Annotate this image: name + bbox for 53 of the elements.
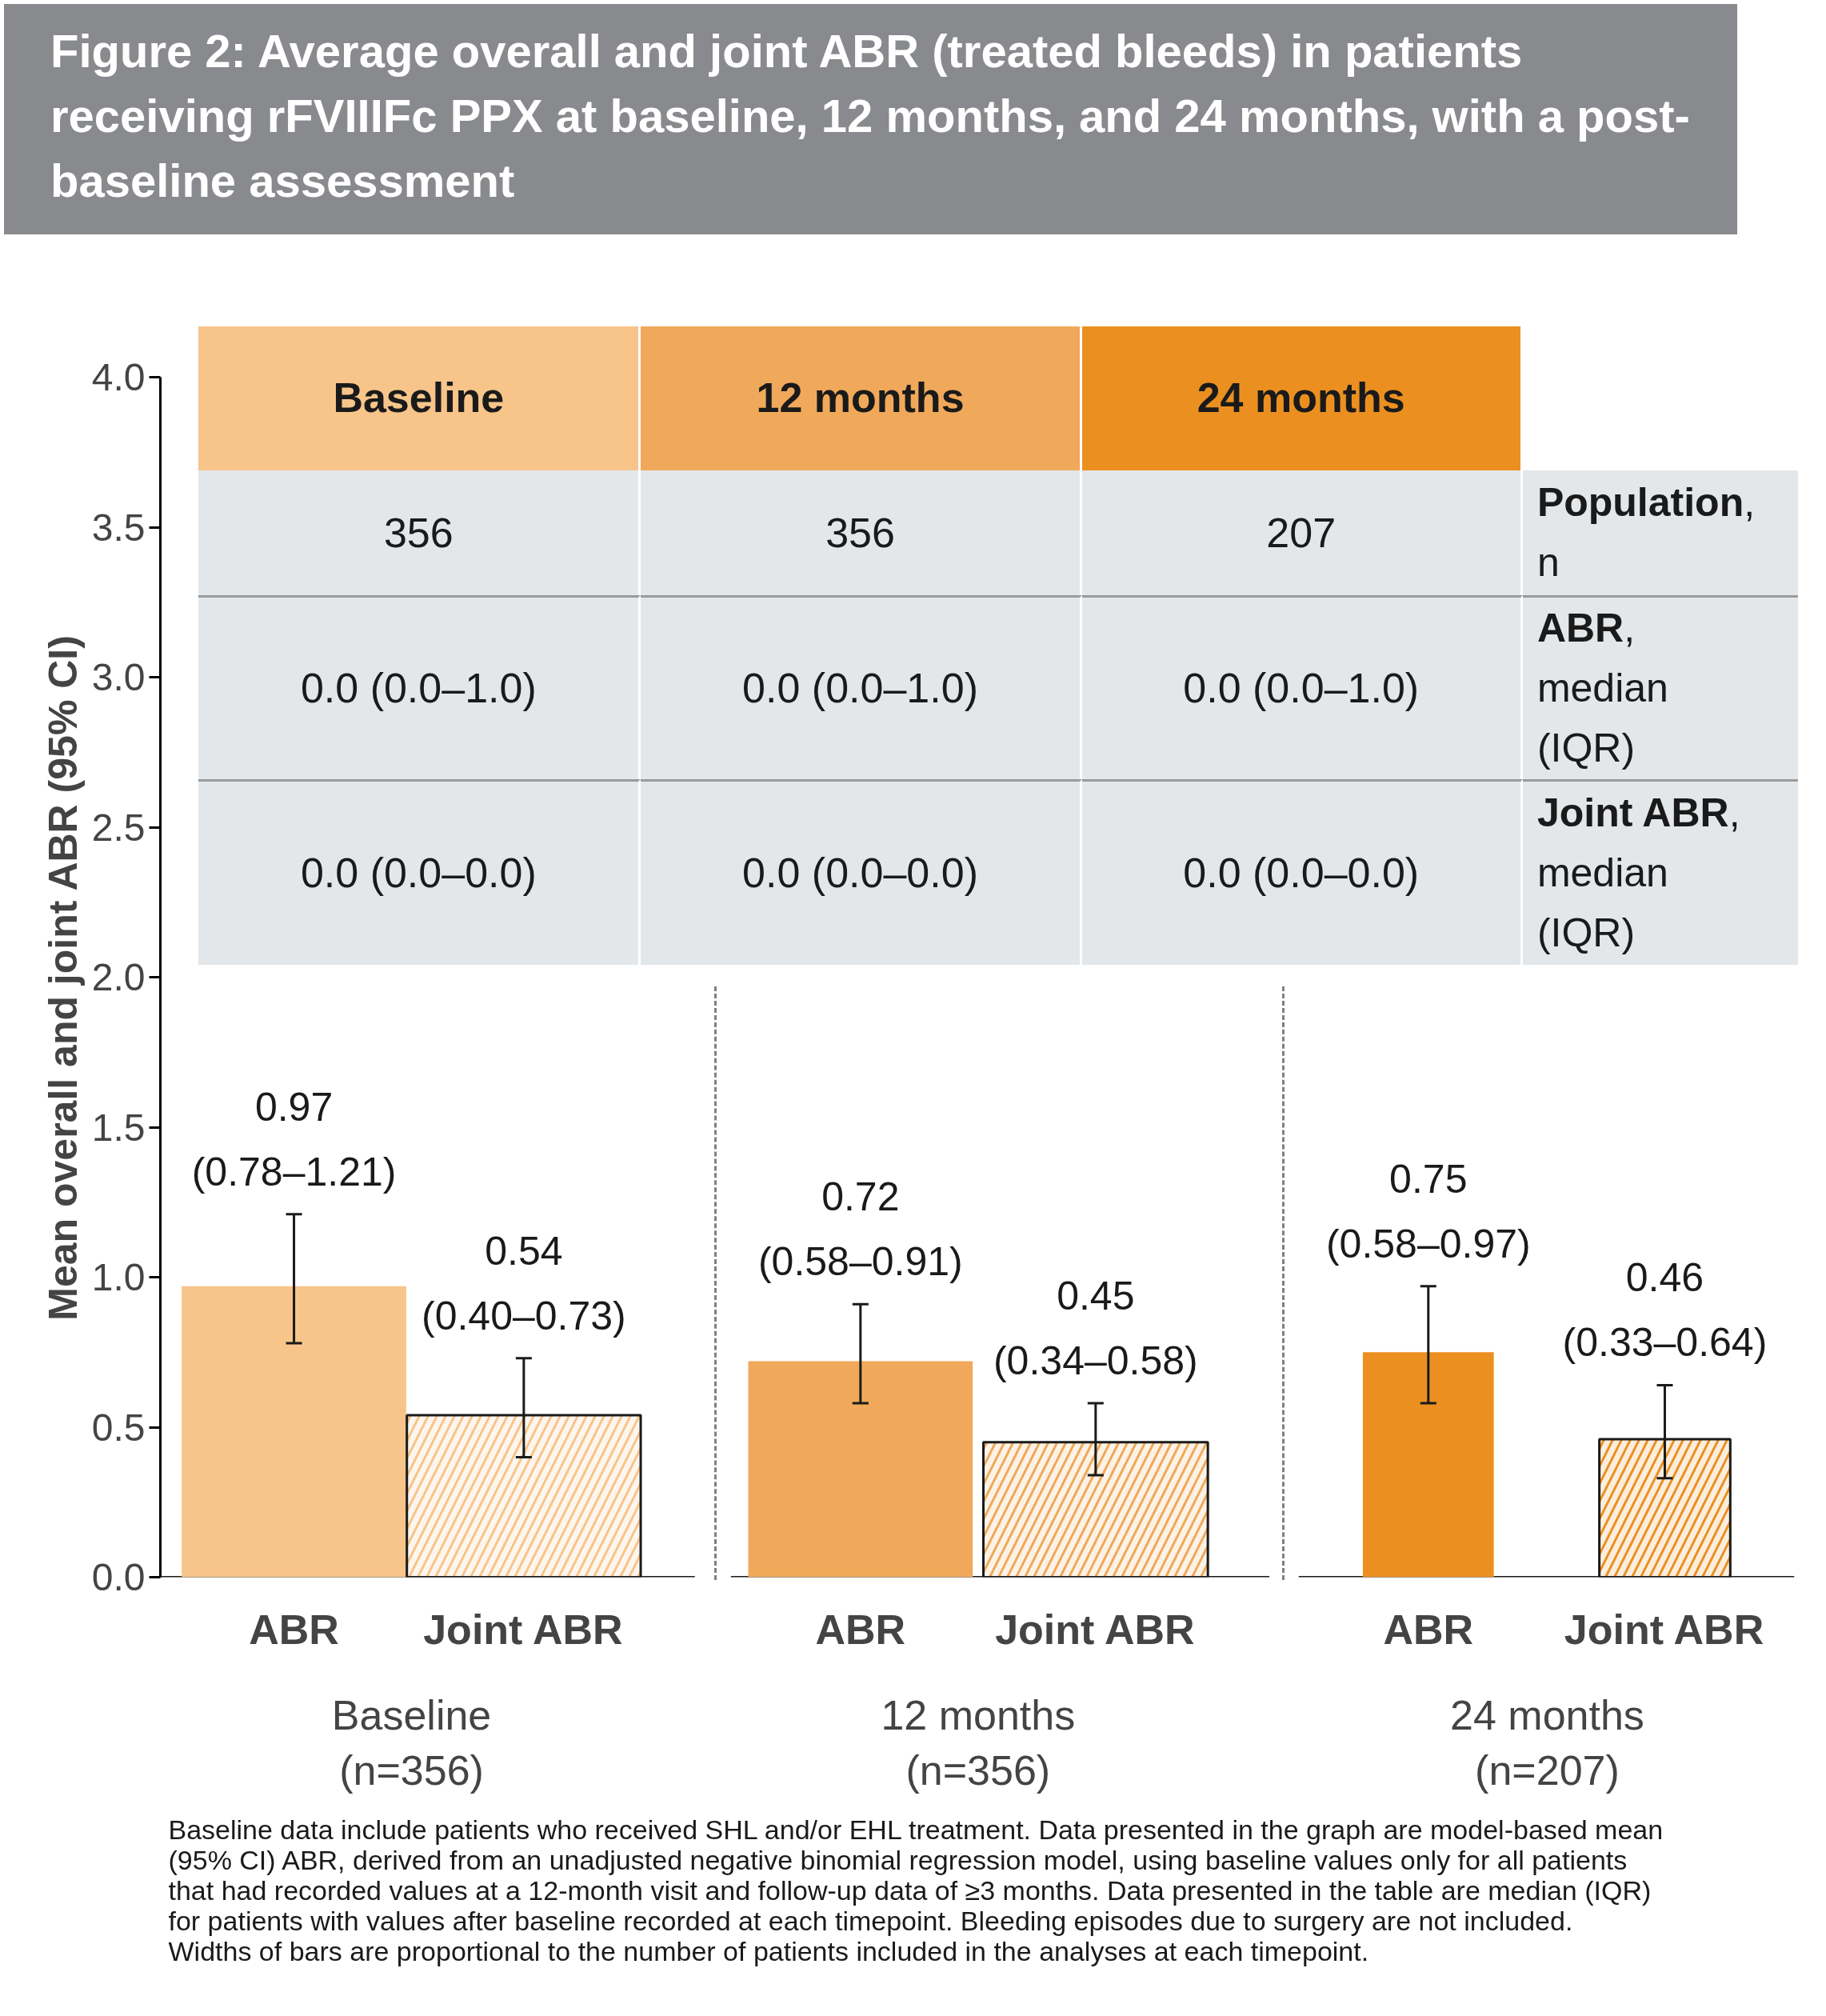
y-tick-label: 2.0 (91, 956, 146, 998)
table-cell: Population, n (1522, 470, 1798, 595)
annotation: 356 (825, 508, 895, 558)
x-tick-label: Joint ABR (423, 1606, 623, 1653)
table-cell: 207 (1081, 470, 1523, 595)
annotation: ABR, median (IQR) (1536, 604, 1668, 772)
text: 24 months (n=207) (1450, 1691, 1644, 1794)
data-label: 0.75 (0.58–0.97) (1325, 1156, 1531, 1266)
y-tick-label: 4.0 (91, 356, 146, 398)
table-cell: 356 (641, 470, 1082, 595)
y-tick-label: 0.0 (91, 1556, 146, 1598)
y-tick-label: 1.5 (91, 1106, 146, 1149)
text: Baseline (n=356) (331, 1691, 492, 1794)
data-label: 0.46 (0.33–0.64) (1562, 1255, 1768, 1366)
text: Baseline data include patients who received SHL and/or EHL treatment. Data presented in the graph are model-based mean (95% CI) ABR, derived from an unadjusted negative binomial regression model, using baseline values only for all patients that had recorded values at a 12-month visit and follow-up data of ≥3 months. Data presented in the table are median (IQR) for patients with values after baseline recorded at each timepoint. Bleeding episodes due to surgery are not included. Widths of bars are proportional to the number of patients included in the analyses at each timepoint. (168, 1814, 1664, 1966)
y-tick-label: 2.5 (91, 806, 146, 849)
y-axis-title: Mean overall and joint ABR (95% CI) (40, 635, 86, 1321)
annotation: 0.0 (0.0–0.0) (742, 849, 978, 898)
y-tick-label: 3.0 (91, 656, 146, 698)
y-tick-label: 3.5 (91, 506, 146, 549)
annotation: 0.0 (0.0–1.0) (1183, 664, 1420, 714)
table-cell: 0.0 (0.0–1.0) (641, 594, 1082, 779)
annotation: 12 months (756, 374, 965, 423)
table-cell: 0.0 (0.0–0.0) (1081, 778, 1523, 966)
y-tick-label: 0.5 (91, 1406, 146, 1449)
annotation: 207 (1266, 508, 1337, 558)
data-label: 0.54 (0.40–0.73) (422, 1228, 626, 1338)
x-tick-label: ABR (249, 1606, 339, 1653)
table-cell: 0.0 (0.0–1.0) (198, 594, 641, 779)
data-label: 0.45 (0.34–0.58) (993, 1273, 1198, 1383)
x-tick-label: Joint ABR (1564, 1606, 1764, 1653)
table-cell: 0.0 (0.0–0.0) (641, 778, 1082, 966)
chart-title: Figure 2: Average overall and joint ABR (treated bleeds) in patients receiving rFVIIIFc PPX at baseline, 12 months, and 24 months, with a post-baseline assessment (4, 4, 1737, 234)
data-label: 0.97 (0.78–1.21) (191, 1084, 397, 1194)
annotation: 0.0 (0.0–1.0) (742, 664, 978, 714)
annotation: 0.0 (0.0–1.0) (300, 664, 537, 714)
annotation: Baseline (333, 374, 505, 423)
table-cell: 0.0 (0.0–0.0) (198, 778, 641, 966)
x-tick-label: ABR (1383, 1606, 1474, 1653)
annotation: 0.0 (0.0–0.0) (300, 849, 537, 898)
text: 12 months (n=356) (881, 1691, 1076, 1794)
x-tick-label: Joint ABR (995, 1606, 1195, 1653)
table-cell: 24 months (1081, 326, 1523, 470)
data-label: 0.72 (0.58–0.91) (757, 1174, 963, 1285)
annotation: 24 months (1197, 374, 1405, 423)
table-cell: 12 months (641, 326, 1082, 470)
table-cell: 0.0 (0.0–1.0) (1081, 594, 1523, 779)
table-cell: Joint ABR, median (IQR) (1522, 778, 1798, 966)
x-tick-label: ABR (815, 1606, 906, 1653)
y-tick-label: 1.0 (91, 1256, 146, 1298)
annotation: 0.0 (0.0–0.0) (1183, 849, 1420, 898)
annotation: 356 (383, 508, 454, 558)
table-cell: ABR, median (IQR) (1522, 594, 1798, 779)
